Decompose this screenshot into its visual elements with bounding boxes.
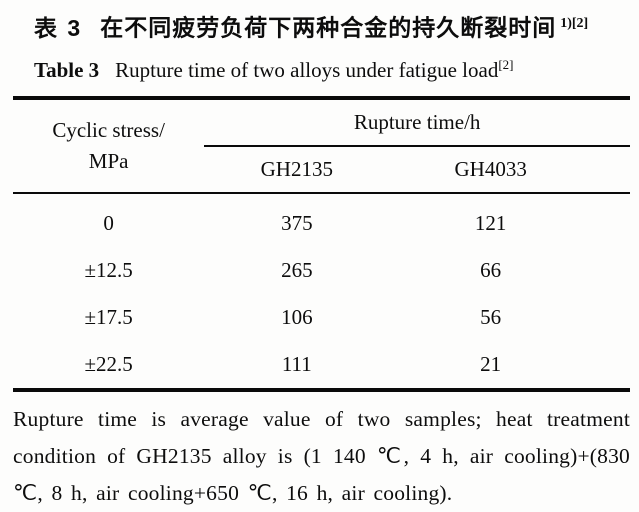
footnote-reference-marker-chinese: 1)[2] bbox=[560, 16, 589, 31]
column-header-cyclic-stress-line2: MPa bbox=[88, 148, 129, 173]
cell-gh4033: 121 bbox=[474, 210, 507, 235]
table-header-row-1: Cyclic stress/ MPa Rupture time/h bbox=[13, 97, 630, 194]
rupture-time-table: Cyclic stress/ MPa Rupture time/h GH2135… bbox=[13, 95, 630, 392]
cell-gh4033: 21 bbox=[480, 351, 502, 376]
column-header-cyclic-stress: Cyclic stress/ MPa bbox=[13, 97, 205, 194]
column-header-cyclic-stress-line1: Cyclic stress/ bbox=[52, 117, 165, 142]
table-caption-chinese: 在不同疲劳负荷下两种合金的持久断裂时间 bbox=[100, 14, 557, 41]
column-header-gh2135: GH2135 bbox=[204, 146, 390, 194]
cell-gh2135: 111 bbox=[281, 351, 312, 376]
cell-stress: ±17.5 bbox=[84, 304, 133, 329]
table-header-row-2: GH2135 GH4033 bbox=[13, 146, 630, 194]
cell-gh2135: 265 bbox=[281, 257, 313, 282]
cell-stress: 0 bbox=[103, 210, 114, 235]
column-header-rupture-time: Rupture time/h bbox=[204, 97, 630, 148]
citation-marker-english: [2] bbox=[498, 56, 514, 72]
table-number-chinese: 表 3 bbox=[34, 14, 83, 41]
table-row: ±17.5 106 56 bbox=[13, 294, 630, 341]
table-title-english: Table 3 Rupture time of two alloys under … bbox=[34, 50, 630, 85]
cell-gh2135: 375 bbox=[281, 210, 313, 235]
column-header-gh4033: GH4033 bbox=[389, 146, 630, 194]
table-footnote: Rupture time is average value of two sam… bbox=[13, 406, 630, 505]
cell-gh4033: 66 bbox=[480, 257, 502, 282]
table-row: 0 375 121 bbox=[13, 193, 630, 247]
cell-gh4033: 56 bbox=[480, 304, 502, 329]
table-caption-english: Rupture time of two alloys under fatigue… bbox=[115, 57, 499, 82]
table-row: ±22.5 111 21 bbox=[13, 341, 630, 390]
table-title-chinese: 表 3 在不同疲劳负荷下两种合金的持久断裂时间 1)[2] bbox=[34, 8, 630, 44]
cell-stress: ±12.5 bbox=[84, 257, 133, 282]
table-number-english: Table 3 bbox=[34, 57, 100, 82]
cell-stress: ±22.5 bbox=[84, 351, 133, 376]
table-row: ±12.5 265 66 bbox=[13, 247, 630, 294]
cell-gh2135: 106 bbox=[281, 304, 313, 329]
